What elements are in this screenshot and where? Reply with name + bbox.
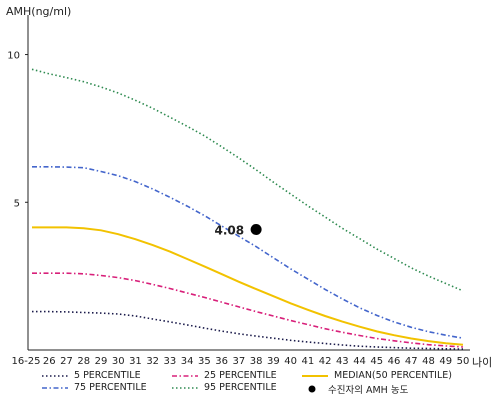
x-tick-label: 35 [198,356,211,367]
series-lines [31,68,464,350]
legend: 5 PERCENTILE 75 PERCENTILE 25 PERCENTILE 95… [0,368,500,400]
x-tick-label: 34 [181,356,194,367]
patient-marker [250,223,262,235]
x-tick-label: 42 [319,356,332,367]
legend-swatch [42,386,68,389]
x-tick-label: 29 [95,356,108,367]
x-tick-label: 41 [301,356,314,367]
x-tick-label: 49 [439,356,452,367]
legend-item-marker: 수진자의 AMH 농도 [308,382,408,396]
x-tick-label: 47 [405,356,418,367]
series-line [32,310,464,350]
x-tick-label: 26 [43,356,56,367]
x-tick-label: 38 [250,356,263,367]
x-tick-label: 48 [422,356,435,367]
series-line [32,166,464,339]
legend-label: 5 PERCENTILE [74,370,141,381]
legend-item: 5 PERCENTILE [42,370,141,381]
series-line [32,226,464,346]
x-tick-label: 40 [284,356,297,367]
amh-percentile-chart: 16-25 26 27 28 29 30 31 32 33 34 35 36 37 38 39 40 41 42 4… [6,5,492,368]
legend-swatch [172,386,198,389]
legend-label: 75 PERCENTILE [74,382,147,393]
legend-label: 95 PERCENTILE [204,382,277,393]
x-tick-label: 33 [164,356,177,367]
x-tick-label: 27 [60,356,73,367]
x-tick-label: 36 [215,356,228,367]
axes [27,15,470,351]
x-tick-label: 30 [112,356,125,367]
legend-label: MEDIAN(50 PERCENTILE) [334,370,452,381]
legend-marker-label: 수진자의 AMH 농도 [328,385,409,396]
x-tick-label: 50 [457,356,470,367]
y-axis-label: AMH(ng/ml) [6,5,71,18]
x-tick-label: 46 [388,356,401,367]
x-tick-label: 28 [77,356,90,367]
x-tick-label: 44 [353,356,366,367]
legend-item: 95 PERCENTILE [172,382,277,393]
series-line [32,272,464,348]
legend-item: MEDIAN(50 PERCENTILE) [302,370,452,381]
patient-marker-label: 4.08 [215,223,245,237]
y-tick-labels: 5 10 [7,51,28,209]
series-line [31,68,464,292]
legend-marker-swatch [308,385,316,393]
y-tick-label: 10 [7,51,20,62]
legend-swatch [172,374,198,377]
x-tick-label: 43 [336,356,349,367]
x-tick-label: 45 [370,356,383,367]
x-tick-label: 16-25 [11,356,40,367]
legend-item: 75 PERCENTILE [42,382,147,393]
legend-swatch [302,374,328,377]
x-axis-label: 나이 [472,356,492,368]
patient-marker-group: 4.08 [215,223,262,237]
legend-swatch [42,374,68,377]
x-tick-labels: 16-25 26 27 28 29 30 31 32 33 34 35 36 37 38 39 40 41 42 4… [11,356,469,367]
legend-label: 25 PERCENTILE [204,370,277,381]
x-tick-label: 39 [267,356,280,367]
x-tick-label: 32 [146,356,159,367]
legend-marker-dot [308,385,316,393]
x-tick-label: 37 [233,356,246,367]
x-tick-label: 31 [129,356,142,367]
y-tick-label: 5 [14,198,20,209]
legend-item: 25 PERCENTILE [172,370,277,381]
